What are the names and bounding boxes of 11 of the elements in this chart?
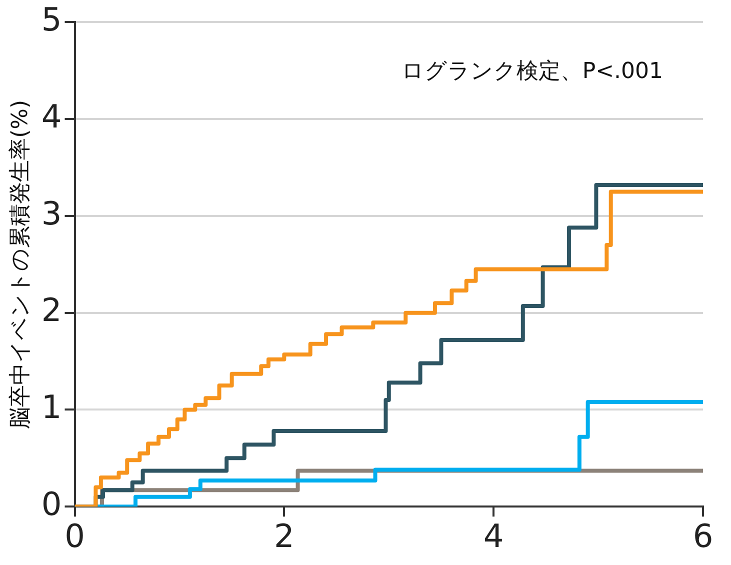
y-tick-label: 2 (41, 291, 62, 330)
y-tick-label: 5 (41, 0, 62, 39)
annotation: ログランク検定、P<.001 (401, 58, 663, 84)
y-tick-label: 0 (41, 484, 62, 523)
y-tick-label: 1 (41, 388, 62, 426)
x-tick-label: 2 (274, 517, 294, 556)
y-axis-title: 脳卒中イベントの累積発生率(%) (8, 100, 33, 429)
x-tick-label: 4 (483, 517, 504, 556)
y-tick-label: 3 (41, 194, 62, 232)
y-tick-label: 4 (41, 97, 62, 136)
x-tick-label: 6 (692, 517, 714, 556)
